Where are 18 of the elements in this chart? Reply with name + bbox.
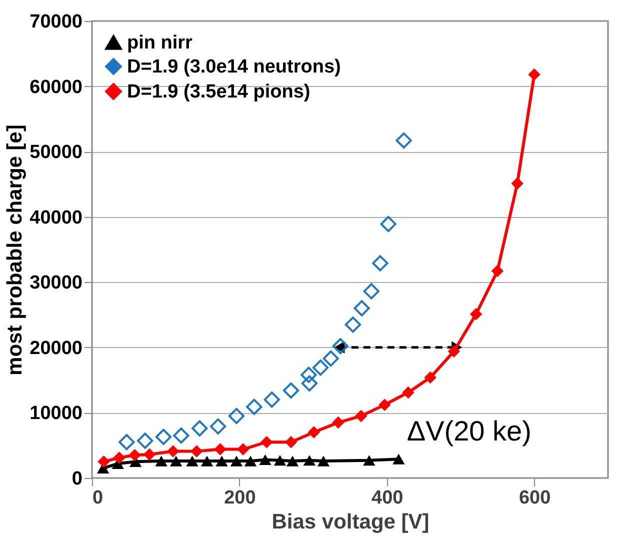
y-tick-label: 10000 [30,403,82,424]
y-tick-label: 0 [72,468,82,490]
legend-label: pin nirr [127,32,194,54]
y-tick-label: 70000 [30,12,82,32]
y-tick-label: 60000 [30,76,82,98]
x-axis-title: Bias voltage [V] [272,510,430,534]
x-tick-label: 400 [372,488,404,508]
annotation: ΔV(20 ke) [406,415,532,446]
y-tick-label: 20000 [30,338,82,359]
legend-label: D=1.9 (3.0e14 neutrons) [127,56,341,78]
y-tick-label: 30000 [30,272,82,294]
legend-label: D=1.9 (3.5e14 pions) [127,82,310,102]
y-axis-title: most probable charge [e] [4,124,27,376]
x-tick-label: 600 [518,488,551,508]
x-tick-label: 0 [92,488,104,508]
y-tick-label: 40000 [30,207,82,228]
x-tick-label: 200 [224,488,256,508]
y-tick-label: 50000 [30,142,82,164]
